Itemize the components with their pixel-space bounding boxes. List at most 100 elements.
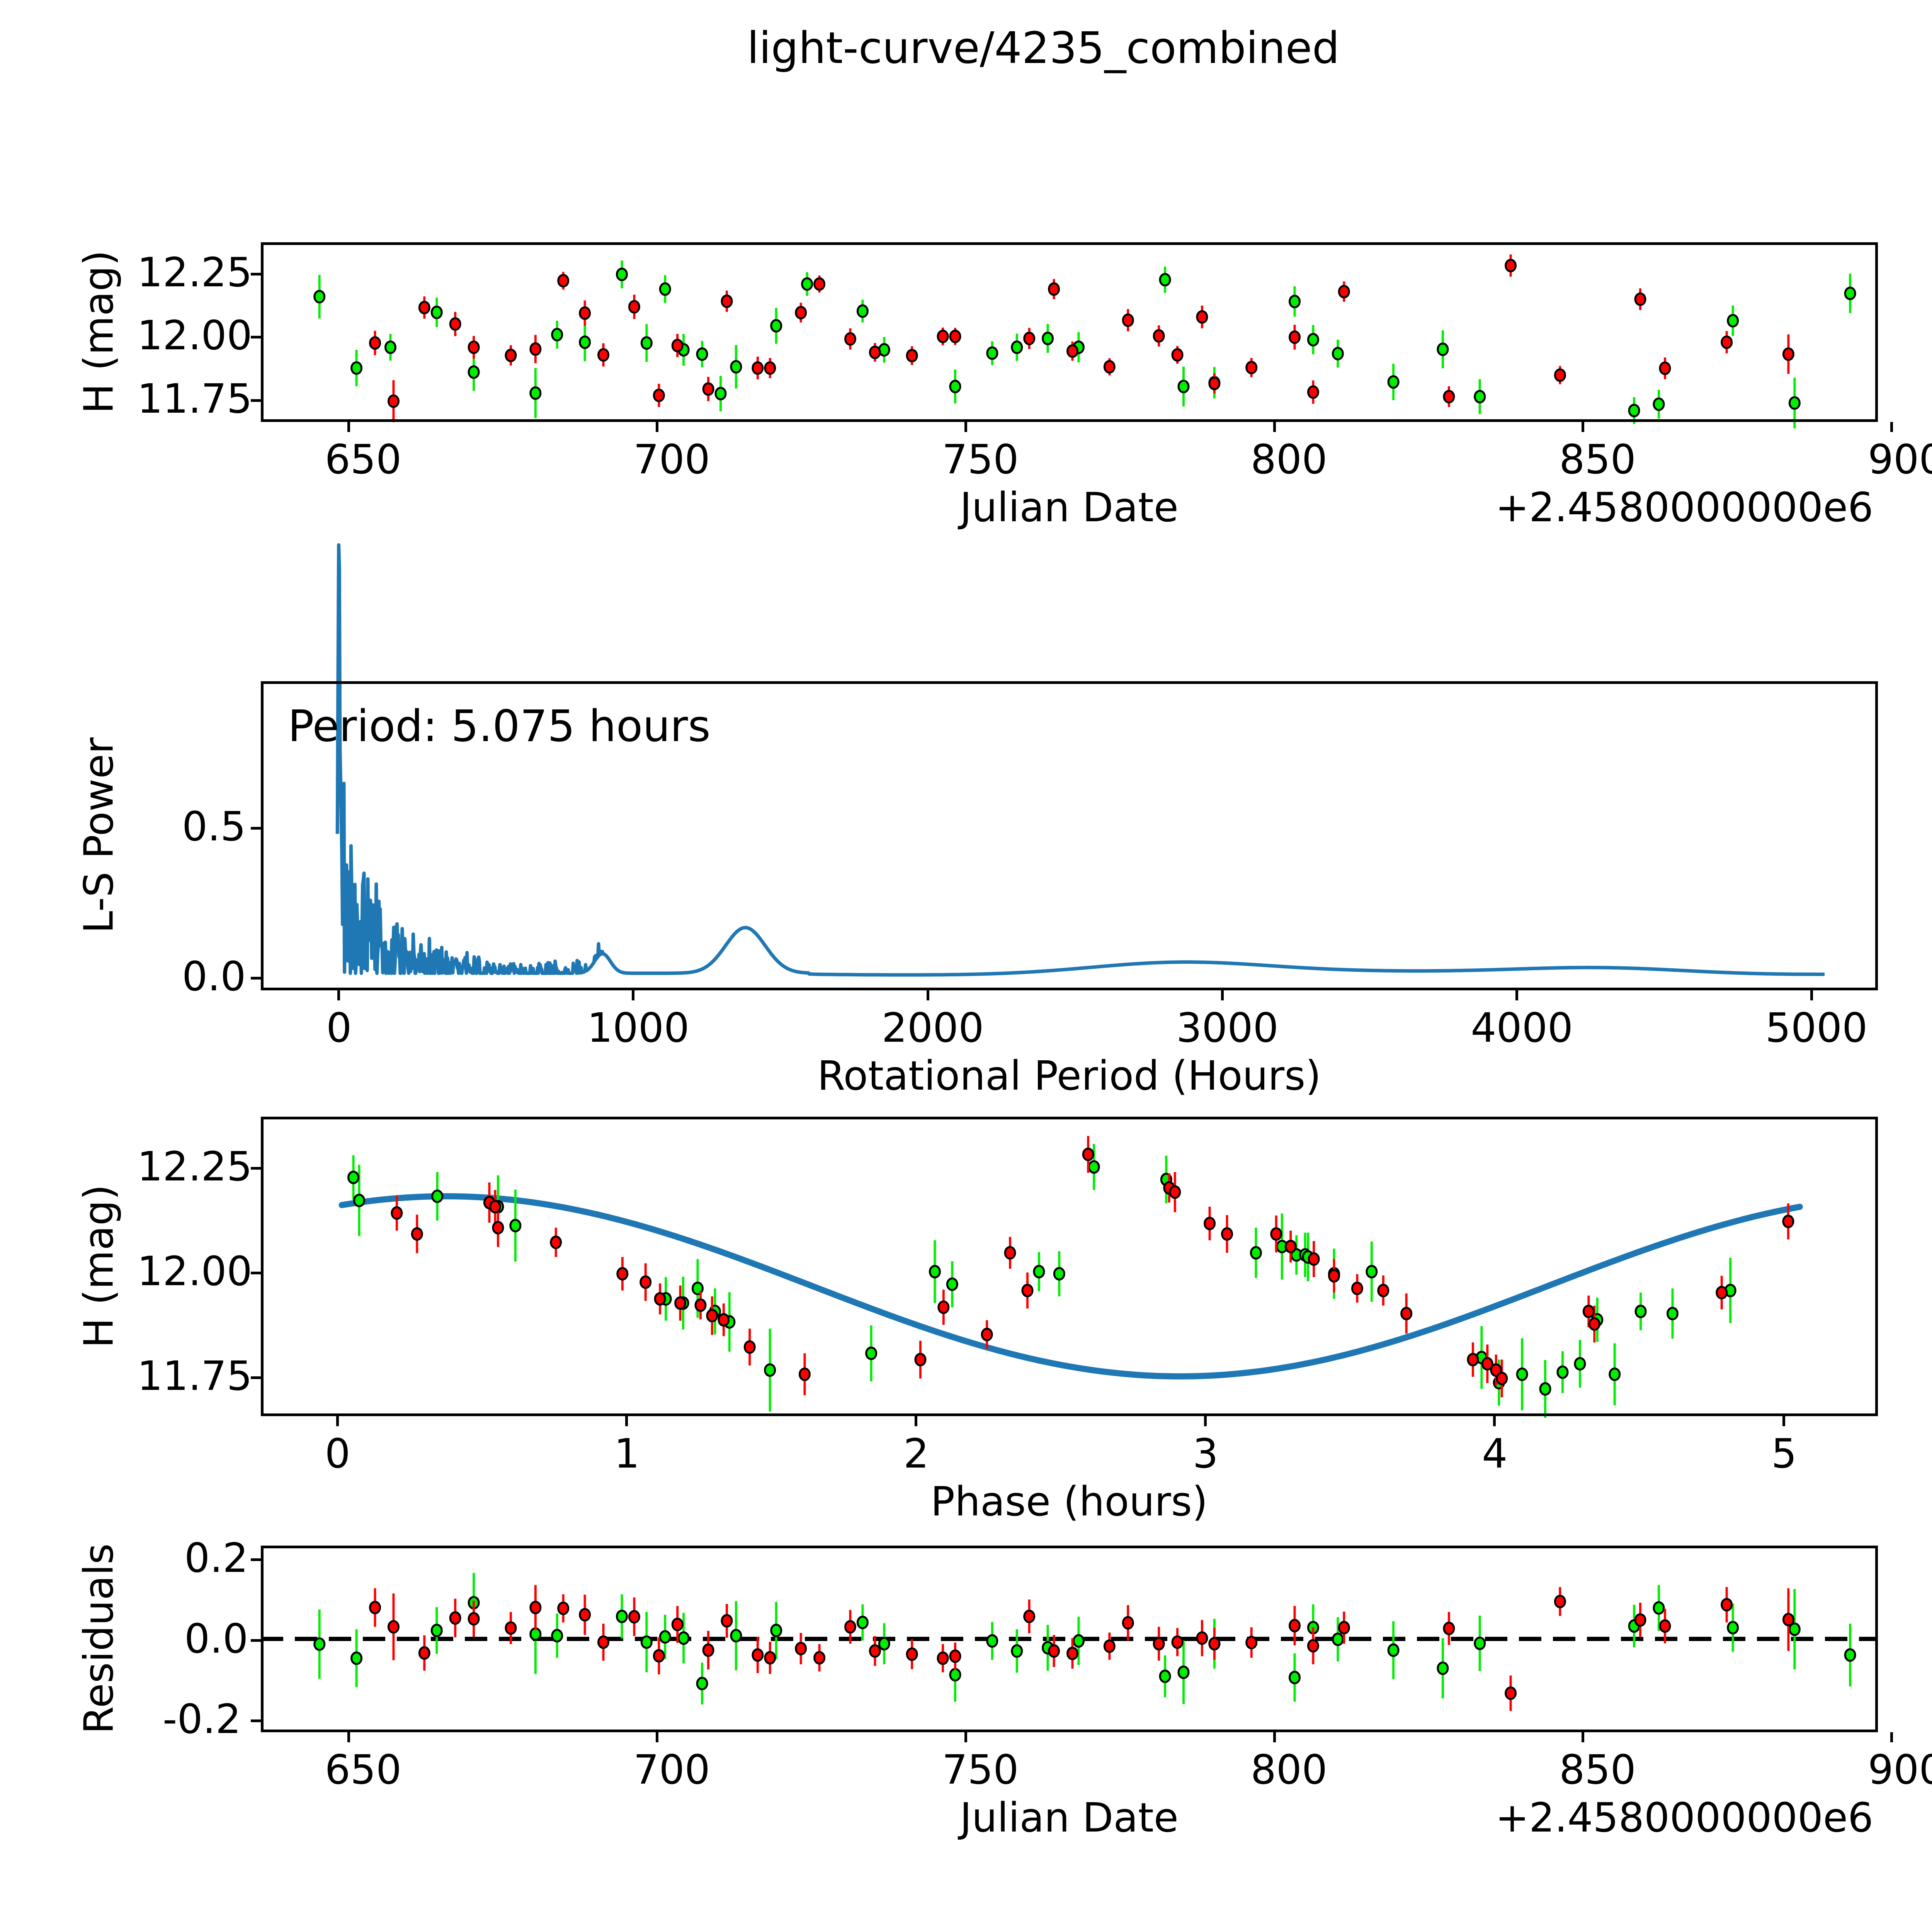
ytick-mark: [251, 1558, 261, 1561]
data-point: [1023, 1609, 1036, 1623]
data-point: [986, 346, 998, 360]
data-point: [730, 1629, 742, 1643]
xtick-mark: [926, 990, 929, 1000]
ytick-mark: [251, 1272, 261, 1275]
data-point: [468, 365, 480, 379]
data-point: [639, 1275, 652, 1289]
data-point: [946, 1277, 958, 1291]
data-point: [1782, 1214, 1794, 1228]
data-point: [347, 1170, 360, 1184]
data-point: [949, 379, 961, 393]
data-point: [752, 1648, 764, 1662]
data-point: [764, 1651, 776, 1665]
data-point: [1048, 1644, 1060, 1658]
sinusoid-fit-line: [338, 1193, 1803, 1379]
data-point: [1221, 1227, 1233, 1241]
data-point: [1021, 1284, 1034, 1298]
ytick-mark: [251, 1376, 261, 1379]
periodogram-plot-area: [335, 543, 1826, 977]
data-point: [878, 1637, 890, 1651]
data-point: [468, 1612, 480, 1626]
data-point: [702, 382, 714, 396]
xtick-label-800: 800: [1250, 436, 1328, 483]
data-point: [1289, 330, 1301, 344]
data-point: [1171, 348, 1184, 362]
data-point: [856, 1616, 869, 1629]
data-point: [1011, 340, 1023, 354]
xtick-label-p2-0: 0: [326, 1004, 352, 1051]
data-point: [869, 1644, 881, 1658]
data-point: [1307, 1639, 1319, 1653]
ytick-label-p4-0.0: 0.0: [184, 1615, 248, 1662]
xtick-mark: [1273, 1732, 1276, 1742]
data-point: [1122, 313, 1134, 327]
data-point: [1516, 1367, 1528, 1381]
xtick-label-p4-650: 650: [325, 1746, 402, 1793]
ytick-label-p2-0.0: 0.0: [182, 953, 246, 1000]
series-red: [391, 1136, 1794, 1398]
xtick-mark: [914, 1416, 917, 1426]
data-point: [1066, 1646, 1078, 1660]
data-point: [694, 1298, 707, 1312]
xtick-label-650: 650: [325, 436, 402, 483]
data-point: [844, 332, 856, 346]
xtick-mark: [964, 422, 967, 432]
data-point: [929, 1265, 941, 1279]
yaxis-label-residuals: Residuals: [75, 1543, 122, 1734]
xtick-label-p3-5: 5: [1771, 1430, 1797, 1477]
data-point: [449, 317, 461, 331]
data-point: [1505, 1686, 1517, 1700]
data-point: [1196, 310, 1208, 324]
data-point: [430, 1624, 443, 1638]
data-point: [1443, 390, 1455, 404]
data-point: [387, 1620, 400, 1634]
ytick-mark: [251, 827, 261, 830]
data-point: [795, 306, 807, 320]
data-point: [1171, 1635, 1184, 1649]
xtick-label-p3-2: 2: [903, 1430, 929, 1477]
xtick-label-p4-750: 750: [942, 1746, 1019, 1793]
data-point: [616, 1609, 628, 1623]
data-point: [653, 388, 665, 402]
data-point: [1844, 286, 1856, 300]
data-point: [1082, 1148, 1094, 1162]
data-point: [1474, 390, 1486, 404]
data-point: [369, 1600, 381, 1614]
data-point: [764, 361, 776, 375]
data-point: [505, 349, 517, 362]
data-point: [906, 1647, 918, 1661]
data-point: [597, 1635, 610, 1649]
data-point: [798, 1367, 811, 1381]
data-point: [1103, 360, 1116, 374]
data-point: [628, 1610, 640, 1624]
xtick-mark: [1890, 1732, 1893, 1742]
figure-title: light-curve/4235_combined: [747, 23, 1340, 73]
data-point: [1122, 1616, 1134, 1630]
xtick-label-850: 850: [1559, 436, 1636, 483]
panel-periodogram-frame: [261, 681, 1878, 990]
data-point: [718, 1313, 730, 1327]
xtick-label-p4-700: 700: [633, 1746, 710, 1793]
data-point: [1033, 1265, 1045, 1279]
period-annotation: Period: 5.075 hours: [288, 701, 711, 752]
data-point: [418, 301, 430, 315]
data-point: [1307, 385, 1319, 399]
data-point: [674, 1296, 687, 1310]
phase-folded-plot-area: [338, 1136, 1803, 1418]
data-point: [550, 1235, 562, 1249]
xaxis-offset-text-1: +2.4580000000e6: [1495, 484, 1874, 531]
data-point: [1788, 396, 1801, 410]
xtick-mark: [347, 1732, 350, 1742]
ytick-label-p4-0.2: 0.2: [184, 1534, 248, 1582]
xtick-mark: [632, 990, 635, 1000]
data-point: [468, 340, 480, 354]
data-point: [1653, 1601, 1665, 1615]
data-point: [813, 1651, 826, 1665]
data-point: [1539, 1382, 1551, 1396]
data-point: [1177, 1665, 1190, 1679]
xtick-mark: [1204, 1416, 1207, 1426]
ytick-label-p3-11.75: 11.75: [137, 1352, 252, 1400]
data-point: [937, 1300, 950, 1314]
data-point: [529, 1600, 542, 1614]
xtick-label-p2-1000: 1000: [587, 1004, 690, 1051]
